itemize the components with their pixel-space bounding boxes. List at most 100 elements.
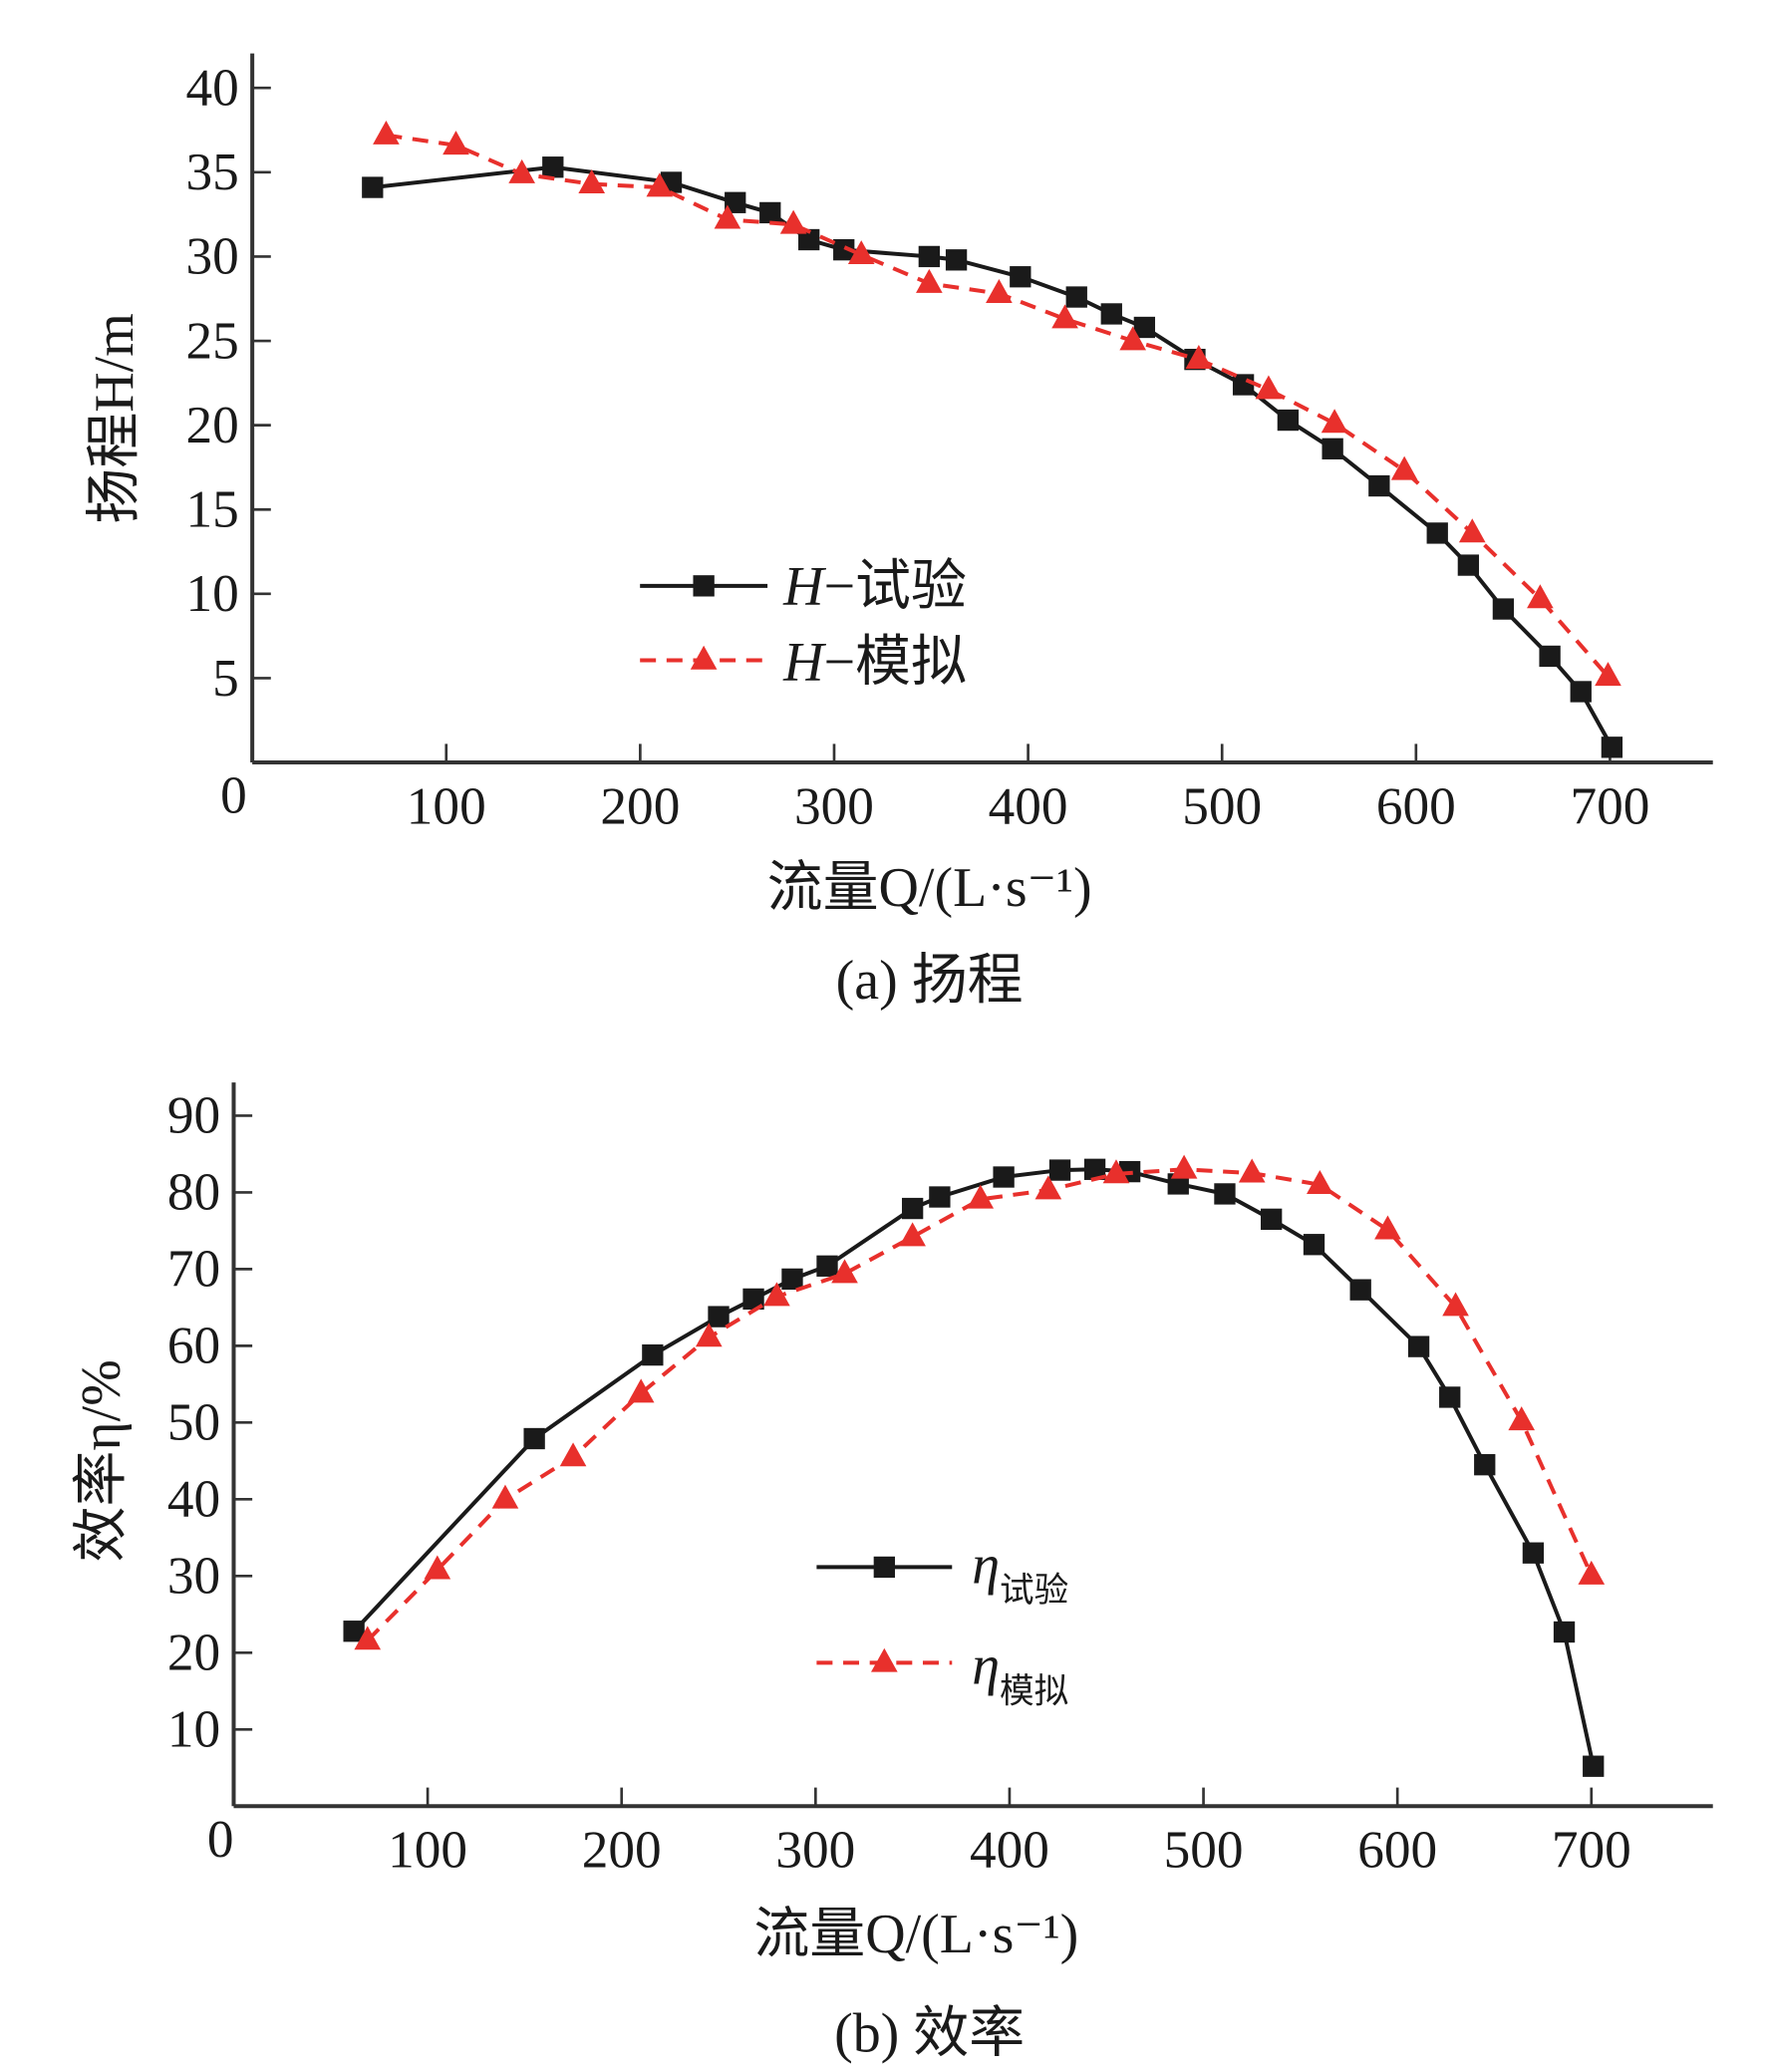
x-tick-label: 500: [1182, 776, 1262, 835]
svg-text:η试验: η试验: [972, 1534, 1068, 1610]
data-point-1: [1321, 409, 1348, 434]
x-tick-label: 500: [1164, 1821, 1244, 1880]
data-point-1: [986, 278, 1013, 303]
data-point-0: [1522, 1542, 1545, 1564]
y-tick-label: 40: [186, 59, 239, 118]
data-point-1: [424, 1555, 451, 1580]
data-point-0: [1322, 438, 1343, 459]
data-point-0: [1474, 1454, 1496, 1476]
y-tick-label: 50: [167, 1393, 220, 1452]
legend: H−试验 H−模拟: [640, 555, 967, 693]
data-point-0: [725, 191, 746, 213]
data-point-0: [1457, 554, 1480, 576]
legend-item-h-test: H−试验: [640, 555, 967, 617]
legend-symbol: η: [972, 1534, 1000, 1596]
y-tick-label: 90: [167, 1086, 220, 1145]
legend-item-eta-test: η试验: [816, 1534, 1068, 1610]
svg-text:H−试验: H−试验: [782, 555, 967, 617]
data-point-0: [1426, 522, 1448, 544]
data-point-0: [1232, 374, 1255, 396]
origin-label: 0: [207, 1810, 234, 1869]
legend-item-h-sim: H−模拟: [640, 631, 967, 693]
data-point-0: [362, 176, 384, 198]
data-point-0: [901, 1197, 924, 1220]
data-point-0: [918, 245, 941, 268]
data-point-1: [578, 169, 606, 193]
data-point-0: [742, 1288, 764, 1311]
data-point-1: [1442, 1292, 1469, 1317]
data-point-0: [1133, 316, 1156, 339]
y-tick-label: 20: [167, 1624, 220, 1682]
legend-label: 试验: [1000, 1572, 1068, 1610]
legend-marker: [693, 575, 715, 597]
data-point-0: [1214, 1183, 1236, 1205]
data-point-0: [1083, 1158, 1106, 1180]
data-point-0: [1261, 1208, 1283, 1230]
data-point-1: [1390, 455, 1418, 480]
x-tick-label: 400: [989, 776, 1068, 835]
legend-label: −试验: [823, 555, 966, 617]
data-point-1: [1307, 1170, 1333, 1195]
legend-marker: [873, 1556, 895, 1579]
y-axis-title: 扬程H/m: [84, 313, 146, 523]
y-tick-label: 10: [167, 1700, 220, 1759]
data-point-0: [1439, 1386, 1461, 1408]
data-point-0: [1601, 737, 1623, 758]
data-point-1: [967, 1184, 995, 1209]
data-point-0: [781, 1268, 803, 1291]
data-point-1: [1102, 1159, 1130, 1184]
data-point-0: [542, 156, 564, 178]
x-axis-title: 流量Q/(L·s⁻¹): [753, 1904, 1078, 1965]
svg-text:η模拟: η模拟: [972, 1635, 1068, 1711]
y-tick-label: 25: [186, 311, 239, 370]
data-point-0: [1349, 1279, 1371, 1301]
data-point-0: [1407, 1335, 1430, 1357]
data-point-0: [798, 228, 820, 251]
data-point-1: [1374, 1215, 1401, 1240]
data-point-0: [343, 1621, 365, 1642]
y-tick-label: 10: [186, 564, 239, 623]
data-point-1: [1051, 304, 1078, 329]
x-tick-label: 200: [582, 1821, 662, 1880]
data-point-1: [1185, 344, 1213, 369]
data-point-0: [1492, 598, 1515, 620]
data-point-1: [627, 1378, 655, 1403]
x-tick-label: 600: [1357, 1821, 1437, 1880]
x-tick-label: 200: [600, 776, 680, 835]
y-tick-label: 15: [186, 480, 239, 539]
data-point-0: [1048, 1159, 1071, 1181]
data-point-1: [763, 1282, 790, 1307]
x-tick-label: 400: [970, 1821, 1049, 1880]
legend-item-eta-sim: η模拟: [816, 1635, 1068, 1711]
data-point-0: [1010, 266, 1031, 288]
y-tick-label: 30: [167, 1547, 220, 1606]
y-tick-label: 60: [167, 1317, 220, 1375]
data-point-1: [1458, 518, 1486, 543]
x-tick-label: 300: [775, 1821, 855, 1880]
data-point-1: [491, 1484, 519, 1509]
legend-label: −模拟: [823, 631, 966, 693]
data-point-1: [373, 120, 400, 145]
data-point-1: [1119, 326, 1147, 351]
data-point-1: [559, 1442, 587, 1467]
legend: η试验 η模拟: [816, 1534, 1068, 1710]
x-tick-label: 100: [388, 1821, 467, 1880]
data-point-0: [1065, 286, 1087, 308]
legend-marker: [690, 645, 718, 670]
data-point-1: [508, 158, 535, 183]
legend-marker: [871, 1647, 898, 1672]
data-point-0: [708, 1306, 730, 1328]
chart-head: 流量Q/(L·s⁻¹) (a) 扬程 扬程H/m 0 H−试验 H−模拟 100…: [84, 53, 1713, 1012]
legend-symbol: H: [782, 555, 826, 617]
y-tick-label: 30: [186, 227, 239, 286]
y-axis-title: 效率η/%: [71, 1359, 133, 1562]
x-tick-label: 700: [1570, 776, 1649, 835]
y-tick-label: 20: [186, 396, 239, 454]
chart-caption: (a) 扬程: [836, 950, 1024, 1012]
data-point-0: [945, 249, 968, 271]
x-tick-label: 700: [1552, 1821, 1631, 1880]
x-tick-label: 600: [1376, 776, 1456, 835]
data-point-0: [759, 201, 781, 224]
